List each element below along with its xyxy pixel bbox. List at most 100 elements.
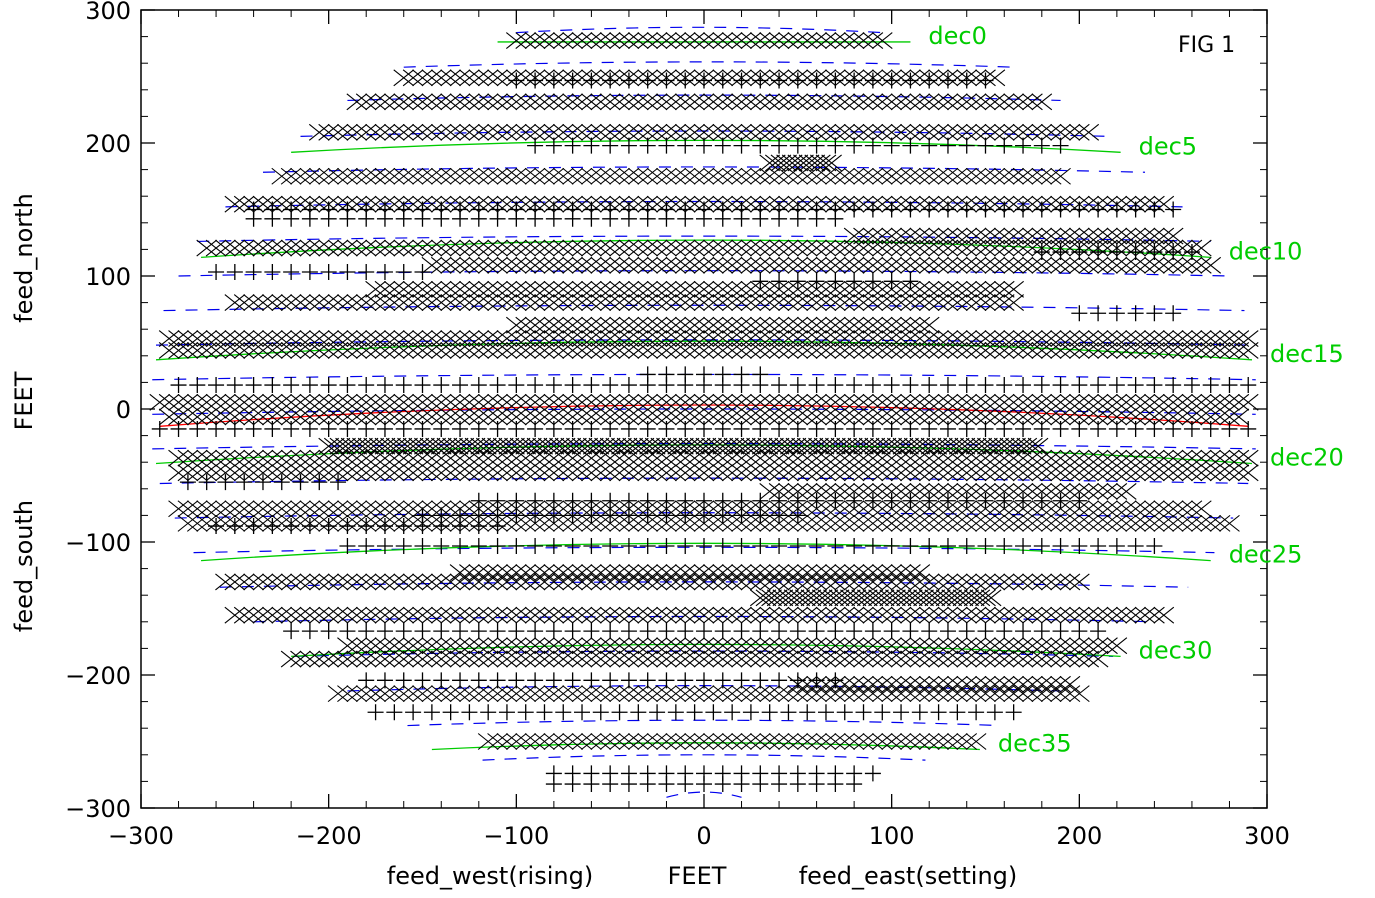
x-marker — [778, 239, 799, 257]
x-marker — [1106, 227, 1128, 245]
x-marker — [412, 280, 433, 298]
x-marker — [787, 123, 809, 141]
x-marker — [468, 573, 490, 591]
x-marker — [365, 449, 386, 467]
x-marker — [627, 239, 649, 257]
x-marker — [853, 514, 874, 532]
plus-marker — [761, 704, 778, 721]
x-marker — [656, 437, 677, 455]
plus-marker — [911, 704, 928, 721]
x-marker — [900, 123, 921, 141]
x-marker — [1115, 239, 1137, 257]
plus-marker — [733, 537, 750, 554]
x-marker — [1078, 342, 1100, 359]
x-marker — [1209, 408, 1231, 426]
x-marker — [947, 167, 968, 185]
x-marker — [928, 256, 949, 274]
x-marker — [487, 280, 508, 298]
plus-marker — [517, 704, 534, 721]
x-marker — [665, 32, 687, 50]
plus-marker — [883, 420, 900, 437]
x-marker — [871, 675, 893, 693]
x-marker — [947, 69, 968, 87]
plus-marker — [545, 507, 562, 524]
plus-marker — [358, 420, 375, 437]
x-marker — [1181, 514, 1203, 532]
dec-label-dec15: dec15 — [1270, 340, 1344, 368]
x-marker — [993, 464, 1015, 482]
x-marker — [703, 733, 724, 750]
plus-marker — [1052, 377, 1069, 394]
x-marker — [806, 408, 827, 426]
x-marker — [637, 123, 659, 141]
plus-marker — [1183, 244, 1200, 261]
x-marker — [168, 500, 189, 518]
plus-marker — [264, 264, 281, 281]
plus-marker — [939, 623, 956, 640]
x-marker — [918, 589, 940, 607]
track-dash-line — [407, 719, 1001, 727]
x-marker — [627, 500, 649, 518]
plus-marker — [452, 377, 469, 394]
x-marker — [524, 32, 546, 50]
x-marker — [768, 167, 790, 185]
x-marker — [947, 123, 968, 141]
x-marker — [590, 449, 612, 467]
plus-marker — [789, 492, 806, 509]
x-marker — [346, 637, 368, 655]
x-marker — [796, 564, 818, 582]
x-marker — [759, 93, 781, 111]
x-marker — [778, 685, 799, 703]
plus-marker — [320, 420, 337, 437]
x-marker — [308, 464, 330, 482]
x-marker — [853, 733, 874, 750]
x-marker — [900, 464, 921, 482]
x-marker — [1022, 408, 1043, 426]
x-marker — [468, 606, 490, 624]
x-marker — [562, 239, 583, 257]
x-marker — [740, 342, 762, 359]
plus-marker — [245, 420, 262, 437]
x-marker — [393, 294, 415, 312]
x-marker — [1181, 330, 1203, 347]
x-marker — [515, 280, 537, 298]
plus-marker — [968, 704, 985, 721]
plus-marker — [677, 492, 694, 509]
x-marker — [721, 408, 743, 426]
plus-marker — [883, 623, 900, 640]
x-marker — [430, 294, 452, 312]
x-marker — [937, 606, 959, 624]
x-marker — [1097, 483, 1118, 500]
x-marker — [1012, 483, 1034, 500]
x-marker — [393, 280, 415, 298]
x-marker — [656, 294, 677, 312]
x-marker — [365, 500, 386, 518]
x-marker — [674, 650, 696, 668]
x-marker — [252, 514, 274, 532]
x-marker — [755, 589, 777, 607]
x-marker — [1134, 342, 1156, 359]
x-marker — [928, 93, 949, 111]
x-marker — [740, 239, 762, 257]
x-marker — [862, 227, 884, 245]
x-marker — [825, 637, 846, 655]
x-marker — [271, 408, 293, 426]
plus-marker — [696, 623, 712, 640]
x-marker — [703, 294, 724, 312]
x-marker — [1162, 514, 1184, 532]
x-marker — [909, 256, 931, 274]
x-marker — [815, 483, 837, 500]
x-marker — [984, 573, 1006, 591]
x-marker — [515, 514, 537, 532]
x-marker — [487, 69, 508, 87]
x-marker — [1059, 123, 1081, 141]
x-marker — [627, 342, 649, 359]
x-marker — [909, 123, 931, 141]
x-marker — [712, 32, 734, 50]
x-marker — [798, 154, 820, 172]
x-marker — [871, 685, 893, 703]
x-marker — [1022, 256, 1043, 274]
plus-marker — [677, 72, 694, 89]
x-marker — [656, 464, 677, 482]
x-marker — [1097, 330, 1118, 347]
